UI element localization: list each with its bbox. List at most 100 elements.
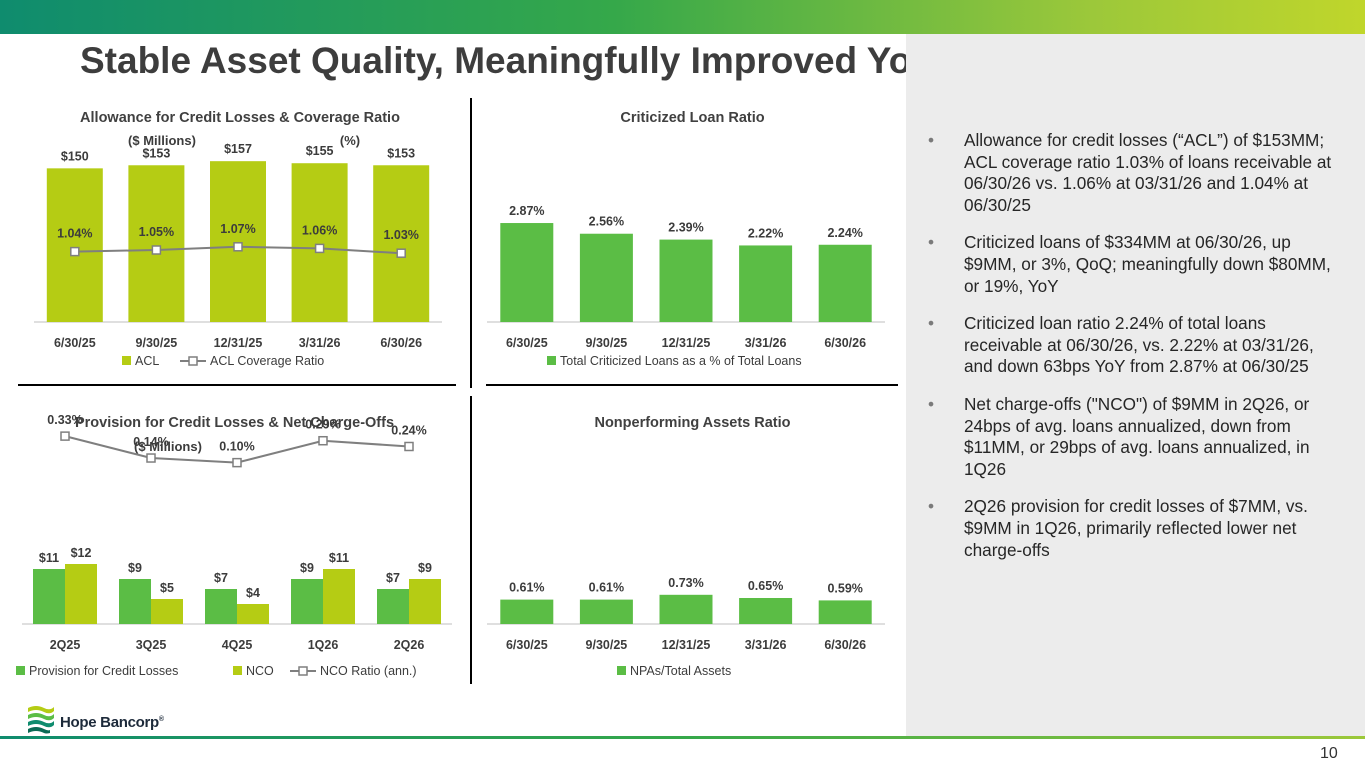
acl-coverage-chart: Allowance for Credit Losses & Coverage R… (34, 110, 442, 368)
bar-data-label: $153 (387, 146, 415, 160)
legend-swatch (617, 666, 626, 675)
line-data-label: 0.24% (391, 423, 426, 437)
line-marker (60, 431, 70, 441)
bar-data-label: 0.61% (589, 581, 624, 595)
x-tick-label: 2Q26 (394, 638, 425, 652)
legend-label: Provision for Credit Losses (29, 664, 178, 678)
bullet-text: 2Q26 provision for credit losses of $7MM… (964, 496, 1308, 560)
chart-subtitle: ($ Millions) (128, 133, 196, 148)
x-tick-label: 6/30/25 (54, 336, 96, 350)
bar-data-label: 0.65% (748, 579, 783, 593)
line-data-label: 0.10% (219, 440, 254, 454)
vertical-divider-bottom (470, 396, 472, 684)
page-number: 10 (1320, 745, 1338, 762)
bar (377, 589, 409, 624)
bar-data-label: $155 (306, 144, 334, 158)
bar-data-label: $7 (214, 571, 228, 585)
line-data-label: 1.07% (220, 222, 255, 236)
x-tick-label: 12/31/25 (662, 336, 711, 350)
x-tick-label: 6/30/25 (506, 638, 548, 652)
bottom-rule (0, 736, 1365, 739)
legend-swatch (233, 666, 242, 675)
bullet-item: • Criticized loan ratio 2.24% of total lo… (928, 313, 1338, 378)
bar-data-label: $4 (246, 586, 260, 600)
npa-ratio-chart: Nonperforming Assets Ratio 6/30/25 9/30/25… (487, 415, 885, 678)
bar (46, 168, 103, 322)
bar (739, 245, 793, 322)
line-data-label: 1.06% (302, 223, 337, 237)
bullet-dot-icon: • (928, 130, 935, 150)
bar (579, 599, 633, 624)
bar (579, 233, 633, 322)
legend-swatch (547, 356, 556, 365)
chart-title: Provision for Credit Losses & Net Charge… (75, 415, 394, 431)
x-tick-label: 6/30/26 (380, 336, 422, 350)
bullet-item: • Allowance for credit losses (“ACL”) of … (928, 130, 1338, 216)
legend-swatch (16, 666, 25, 675)
page-title: Stable Asset Quality, Meaningfully Impro… (80, 40, 936, 81)
bar (33, 569, 65, 624)
bar (739, 598, 793, 624)
bullet-text: Criticized loan ratio 2.24% of total loa… (964, 313, 1314, 377)
bar (128, 165, 185, 322)
logo-mark-icon (28, 706, 54, 734)
x-tick-label: 12/31/25 (214, 336, 263, 350)
x-tick-label: 9/30/25 (136, 336, 178, 350)
bullet-dot-icon: • (928, 232, 935, 253)
bar-data-label: $9 (418, 561, 432, 575)
bar (818, 244, 872, 322)
bar (659, 594, 713, 624)
bar-data-label: $5 (160, 581, 174, 595)
bar-data-label: $157 (224, 142, 252, 156)
bullet-dot-icon: • (928, 496, 935, 517)
chart-title: Criticized Loan Ratio (620, 110, 764, 126)
x-tick-label: 3/31/26 (299, 336, 341, 350)
bar-data-label: 2.22% (748, 226, 783, 240)
bar-data-label: $11 (39, 551, 59, 565)
bar-data-label: 2.56% (589, 215, 624, 229)
bar-data-label: 2.39% (668, 221, 703, 235)
bar (65, 564, 97, 624)
line-marker (404, 441, 414, 452)
horizontal-divider-left (18, 384, 456, 386)
line-marker (232, 457, 242, 468)
line-data-label: 0.14% (133, 435, 168, 449)
bar-data-label: $7 (386, 571, 400, 585)
x-tick-label: 12/31/25 (662, 638, 711, 652)
legend-marker (298, 666, 308, 676)
x-tick-label: 6/30/25 (506, 336, 548, 350)
bar (500, 599, 554, 624)
chart-title: Nonperforming Assets Ratio (594, 415, 790, 431)
line-marker (233, 242, 243, 252)
commentary-panel (906, 34, 1365, 736)
line-marker (70, 246, 80, 257)
bar (323, 569, 355, 624)
line-marker (151, 245, 162, 255)
provision-nco-chart: Provision for Credit Losses & Net Charge… (16, 413, 452, 678)
bullet-dot-icon: • (928, 393, 935, 414)
bar (291, 163, 348, 322)
x-tick-label: 4Q25 (222, 638, 253, 652)
bullet-item: • Net charge-offs ("NCO") of $9MM in 2Q26… (928, 394, 1338, 480)
x-tick-label: 3Q25 (136, 638, 167, 652)
bar (659, 239, 713, 322)
bar (409, 579, 441, 624)
bullet-text: Criticized loans of $334MM at 06/30/26, … (964, 232, 1331, 296)
bar (237, 604, 269, 624)
x-tick-label: 2Q25 (50, 638, 81, 652)
legend-label: NPAs/Total Assets (630, 664, 731, 678)
bar-data-label: $12 (71, 546, 92, 560)
vertical-divider-top (470, 98, 472, 388)
line-marker (314, 243, 325, 254)
bar (500, 223, 554, 322)
bar-data-label: $9 (300, 561, 314, 575)
bar (119, 579, 151, 624)
criticized-loan-ratio-chart: Criticized Loan Ratio 6/30/25 9/30/25 12/31… (487, 110, 885, 368)
legend-label: ACL (135, 354, 159, 368)
bullet-text: Net charge-offs ("NCO") of $9MM in 2Q26,… (964, 393, 1310, 479)
bar-data-label: $9 (128, 561, 142, 575)
top-banner (0, 0, 1365, 34)
bar-data-label: 0.61% (509, 581, 544, 595)
bar (205, 589, 237, 624)
bar (818, 600, 872, 624)
